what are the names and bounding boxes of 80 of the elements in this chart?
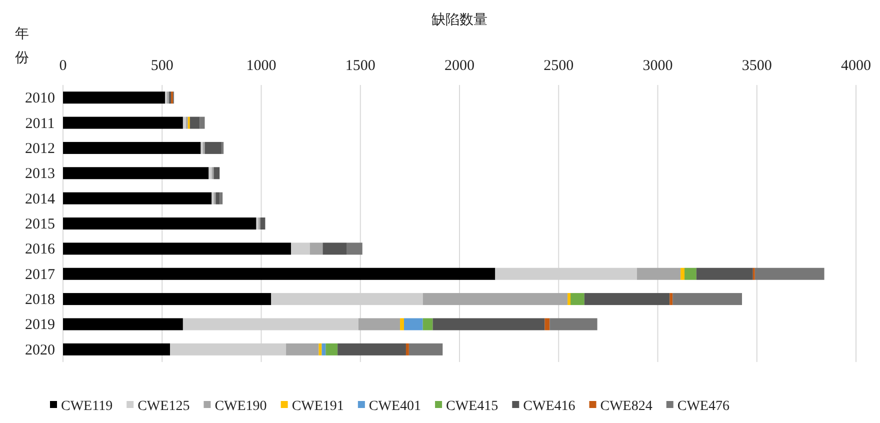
bar: [326, 343, 338, 356]
bar: [680, 268, 685, 280]
bar: [408, 343, 443, 356]
legend-label: CWE191: [292, 399, 344, 414]
bar: [422, 293, 568, 306]
bar: [322, 242, 346, 255]
bar: [63, 218, 256, 230]
legend-label: CWE824: [600, 399, 652, 414]
y-tick-label: 2019: [25, 317, 55, 334]
legend-label: CWE119: [61, 399, 113, 414]
bar: [63, 192, 212, 204]
bar: [404, 318, 423, 330]
bar: [63, 268, 496, 280]
bar: [406, 343, 409, 356]
bar: [636, 268, 681, 280]
bar: [260, 218, 266, 230]
bar: [63, 242, 291, 255]
y-axis-title: 年份: [15, 25, 29, 65]
bar: [568, 293, 571, 306]
legend-label: CWE476: [677, 399, 730, 414]
bar: [63, 293, 272, 306]
y-tick-label: 2015: [25, 216, 55, 232]
bar: [63, 92, 166, 104]
y-tick-label: 2016: [25, 242, 56, 258]
y-tick-label: 2012: [25, 140, 55, 157]
bar: [220, 192, 223, 204]
x-tick-label: 0: [59, 58, 67, 74]
bar: [550, 318, 598, 330]
x-tick-label: 4000: [841, 58, 871, 74]
chart-title: 缺陷数量: [432, 11, 488, 27]
x-tick-label: 3500: [742, 58, 772, 74]
bar: [214, 167, 220, 180]
bar: [696, 268, 753, 280]
bar: [190, 116, 200, 129]
bar: [63, 142, 201, 154]
bar: [584, 293, 670, 306]
y-tick-label: 2020: [25, 342, 55, 358]
bar: [286, 343, 319, 356]
bar: [754, 268, 824, 280]
legend-label: CWE125: [138, 399, 190, 414]
bar: [63, 343, 170, 356]
bar: [318, 343, 322, 356]
legend-label: CWE401: [368, 399, 422, 414]
bar: [290, 242, 310, 255]
y-tick-label: 2017: [25, 266, 56, 283]
x-tick-label: 1500: [345, 58, 376, 74]
bar: [322, 343, 326, 356]
y-tick-label: 2011: [25, 116, 55, 132]
bar: [63, 318, 183, 330]
bar: [338, 343, 406, 356]
bar: [346, 242, 362, 255]
legend-label: CWE190: [214, 399, 267, 414]
x-tick-label: 2000: [444, 58, 474, 74]
legend-label: CWE416: [523, 399, 576, 414]
bar: [208, 167, 212, 180]
bar: [358, 318, 400, 330]
bar: [432, 318, 545, 330]
bar: [422, 318, 433, 330]
bar: [63, 116, 183, 129]
y-tick-label: 2018: [25, 292, 55, 308]
bar: [63, 167, 209, 180]
x-tick-label: 3000: [642, 58, 673, 74]
x-tick-label: 500: [150, 58, 174, 74]
bar: [216, 192, 220, 204]
x-tick-label: 2500: [544, 58, 574, 74]
bar: [204, 142, 222, 154]
bar: [672, 293, 742, 306]
bar: [310, 242, 323, 255]
y-tick-label: 2010: [25, 90, 55, 107]
bar: [684, 268, 696, 280]
bar: [670, 293, 673, 306]
bar: [544, 318, 550, 330]
bar: [400, 318, 404, 330]
x-tick-label: 1000: [246, 58, 276, 74]
bar: [570, 293, 584, 306]
legend-label: CWE415: [446, 399, 498, 414]
y-tick-label: 2013: [25, 166, 55, 182]
bar: [182, 116, 186, 129]
y-tick-label: 2014: [25, 191, 56, 208]
bar: [200, 116, 205, 129]
